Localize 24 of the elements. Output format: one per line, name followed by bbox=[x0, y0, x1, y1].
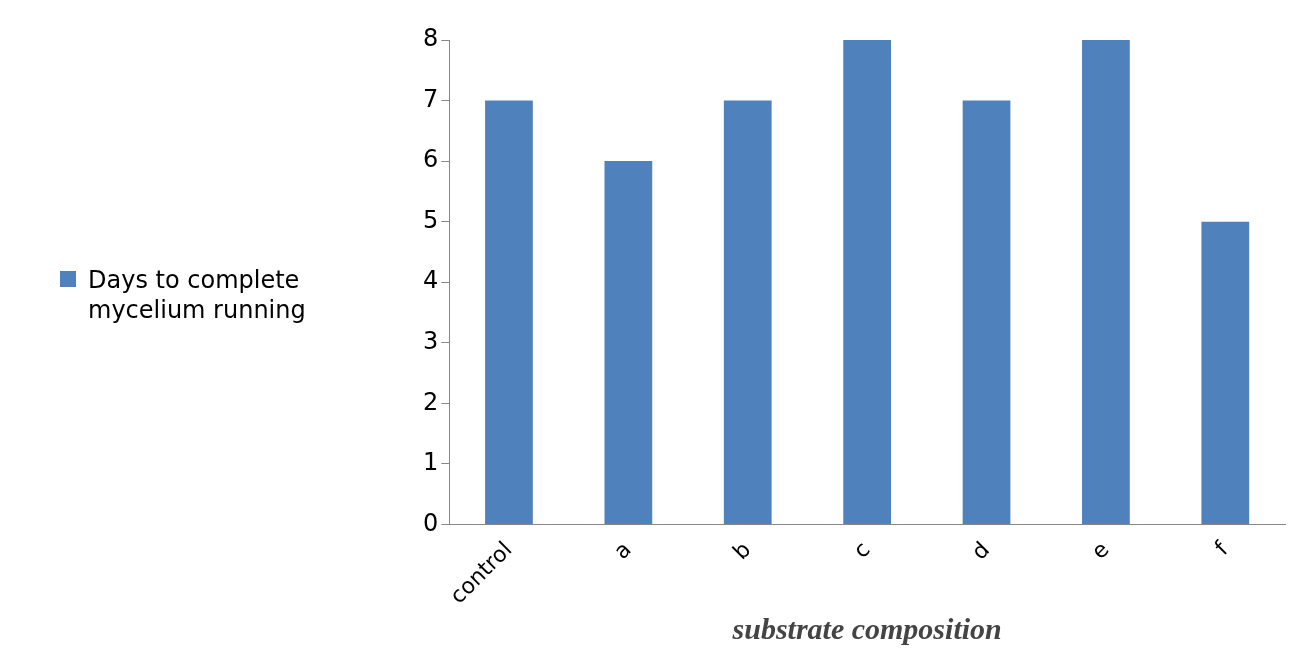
y-tick-label: 2 bbox=[422, 387, 439, 416]
x-tick-label: d bbox=[966, 536, 995, 565]
y-tick-label: 1 bbox=[422, 448, 439, 477]
y-tick-label: 3 bbox=[422, 326, 439, 355]
y-tick-label: 5 bbox=[422, 205, 439, 234]
x-axis-title: substrate composition bbox=[731, 611, 1002, 645]
bar bbox=[962, 100, 1011, 524]
bar bbox=[843, 40, 892, 524]
y-tick-label: 4 bbox=[422, 266, 439, 295]
x-tick-label: b bbox=[727, 536, 756, 565]
y-tick-label: 0 bbox=[422, 508, 439, 537]
bar bbox=[485, 100, 533, 524]
bar bbox=[1082, 40, 1130, 524]
legend-label: Days to complete mycelium running bbox=[88, 265, 307, 325]
bar bbox=[723, 100, 772, 524]
x-tick-label: a bbox=[608, 536, 636, 564]
x-tick-label: f bbox=[1209, 535, 1234, 560]
bar bbox=[604, 161, 653, 524]
x-tick-label: c bbox=[848, 536, 875, 563]
y-tick-label: 8 bbox=[422, 24, 439, 53]
bar bbox=[1201, 221, 1250, 524]
y-tick-label: 7 bbox=[422, 84, 439, 113]
x-tick-label: e bbox=[1086, 536, 1114, 564]
y-tick-label: 6 bbox=[422, 145, 439, 174]
